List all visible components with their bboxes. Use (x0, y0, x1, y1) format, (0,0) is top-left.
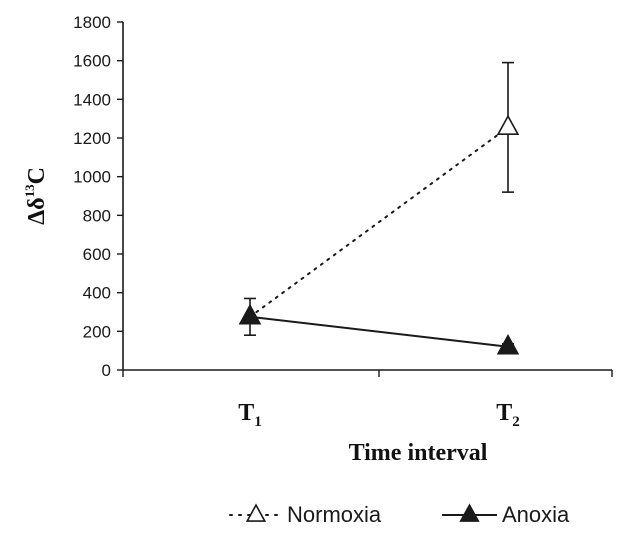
legend-label-normoxia: Normoxia (287, 502, 382, 527)
series-line-normoxia (249, 126, 509, 318)
data-point-anoxia (496, 333, 520, 355)
legend-marker-normoxia (245, 503, 267, 522)
data-point-anoxia (238, 304, 262, 325)
legend-label-anoxia: Anoxia (502, 502, 570, 527)
y-tick-label: 1800 (73, 13, 111, 32)
x-tick-label: T1 (238, 400, 262, 430)
y-axis-title: Δδ13C (22, 167, 50, 225)
x-axis-title: Time interval (349, 440, 488, 466)
y-tick-label: 200 (83, 322, 111, 341)
y-tick-label: 1600 (73, 52, 111, 71)
y-tick-label: 1000 (73, 168, 111, 187)
data-point-normoxia (496, 114, 520, 136)
y-tick-label: 0 (102, 361, 111, 380)
x-tick-label: T2 (496, 400, 520, 430)
series-line-anoxia (249, 315, 509, 348)
plot-area: 0 200 400 600 800 1000 1200 1400 1600 1800 T1 T2 Tim… (22, 13, 613, 527)
y-tick-label: 600 (83, 245, 111, 264)
legend-marker-anoxia (459, 503, 480, 522)
y-tick-label: 400 (83, 284, 111, 303)
y-tick-label: 1400 (73, 90, 111, 109)
y-tick-label: 800 (83, 206, 111, 225)
y-tick-label: 1200 (73, 129, 111, 148)
